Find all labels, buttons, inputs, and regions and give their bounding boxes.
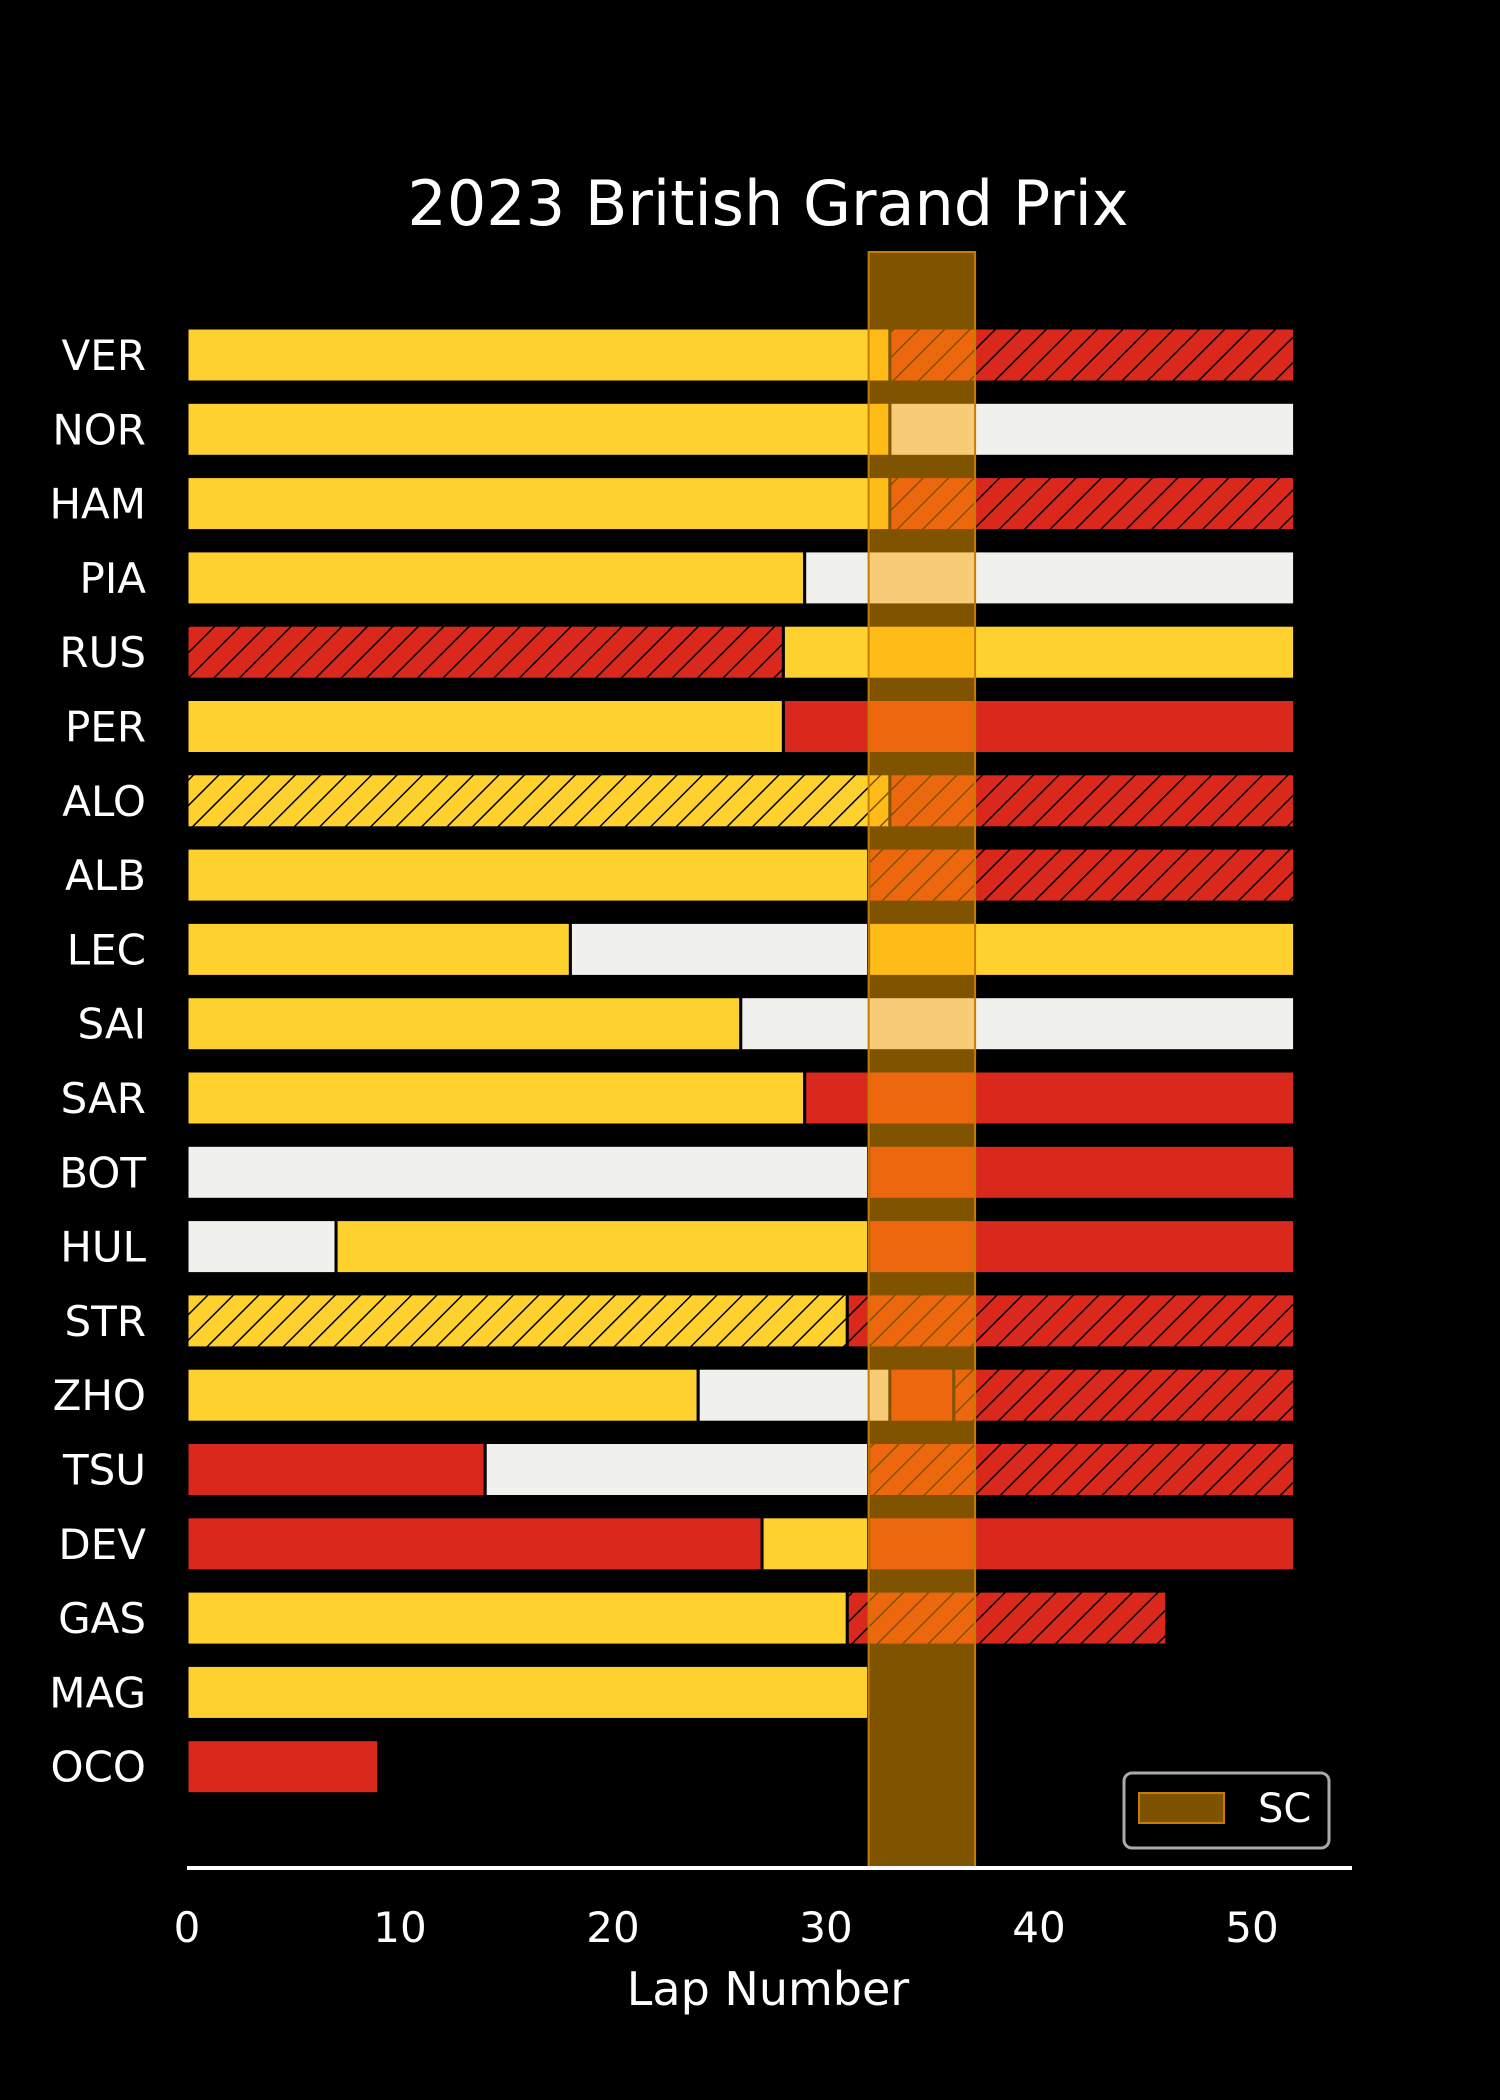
driver-label-sar: SAR: [61, 1074, 146, 1123]
stint-bar-lec-1: [185, 920, 572, 978]
x-tick-label-10: 10: [373, 1903, 426, 1952]
driver-label-bot: BOT: [59, 1148, 146, 1197]
x-tick-label-50: 50: [1225, 1903, 1278, 1952]
driver-label-alo: ALO: [62, 777, 146, 826]
legend-sc-swatch: [1138, 1792, 1225, 1824]
driver-label-sai: SAI: [77, 1000, 146, 1049]
stint-bar-hul-2: [334, 1218, 871, 1276]
stint-bar-alb-1: [185, 846, 871, 904]
driver-label-mag: MAG: [49, 1668, 146, 1717]
stint-hatch-str-1: [187, 1293, 848, 1348]
driver-label-hul: HUL: [60, 1223, 146, 1272]
legend-sc-label: SC: [1258, 1786, 1311, 1832]
driver-label-pia: PIA: [80, 554, 147, 603]
driver-label-rus: RUS: [59, 628, 146, 677]
stint-bar-rus-2: [781, 623, 1297, 681]
x-tick-label-40: 40: [1012, 1903, 1065, 1952]
driver-label-zho: ZHO: [53, 1371, 146, 1420]
stint-bar-zho-2: [696, 1366, 892, 1424]
legend: SC: [1122, 1771, 1331, 1850]
x-tick-label-20: 20: [586, 1903, 639, 1952]
x-axis-label: Lap Number: [627, 1962, 910, 2016]
safety-car-band: [867, 251, 977, 1869]
driver-label-ver: VER: [62, 331, 146, 380]
stint-hatch-alo-1: [187, 773, 890, 828]
driver-label-str: STR: [65, 1297, 147, 1346]
driver-labels-group: VER NOR HAM PIA RUS PER ALO ALB LEC SAI SAR BOT HUL S…: [49, 331, 146, 1792]
stint-bar-sai-1: [185, 995, 743, 1053]
stint-hatch-zho-4: [953, 1368, 1295, 1423]
stint-bar-hul-1: [185, 1218, 338, 1276]
driver-label-tsu: TSU: [62, 1446, 146, 1495]
stint-bar-sar-1: [185, 1069, 807, 1127]
driver-label-nor: NOR: [52, 405, 146, 454]
stint-hatch-rus-1: [187, 625, 784, 680]
stint-bar-dev-1: [185, 1515, 764, 1573]
stint-bar-mag-1: [185, 1663, 871, 1721]
stint-bar-tsu-2: [483, 1441, 871, 1498]
stint-bar-pia-1: [185, 549, 807, 607]
stint-bar-dev-2: [760, 1515, 871, 1573]
stint-bar-tsu-1: [185, 1441, 487, 1498]
safety-car-group: [867, 251, 977, 1869]
stint-bar-bot-1: [185, 1143, 871, 1201]
legend-box: [1122, 1771, 1331, 1850]
stint-bar-per-1: [185, 698, 785, 755]
driver-label-alb: ALB: [65, 851, 146, 900]
driver-label-dev: DEV: [58, 1520, 146, 1569]
stint-bar-gas-1: [185, 1589, 849, 1647]
stint-bar-oco-1: [185, 1738, 381, 1796]
stint-bar-lec-2: [568, 920, 871, 978]
chart-title: 2023 British Grand Prix: [407, 167, 1128, 240]
driver-label-ham: HAM: [49, 480, 146, 529]
driver-label-lec: LEC: [67, 925, 146, 974]
stint-bar-ham-1: [185, 475, 892, 533]
driver-label-per: PER: [65, 703, 146, 752]
x-tick-label-30: 30: [799, 1903, 852, 1952]
stint-bar-ver-1: [185, 326, 892, 384]
stint-bar-zho-1: [185, 1366, 700, 1424]
x-tick-label-0: 0: [174, 1903, 201, 1952]
stint-bar-per-2: [781, 698, 1297, 755]
stint-bar-sai-2: [739, 995, 1297, 1053]
x-ticks-group: 0 10 20 30 40 50: [174, 1903, 1279, 1952]
driver-label-gas: GAS: [58, 1594, 146, 1643]
stint-bar-nor-1: [185, 400, 892, 458]
driver-label-oco: OCO: [51, 1743, 146, 1792]
